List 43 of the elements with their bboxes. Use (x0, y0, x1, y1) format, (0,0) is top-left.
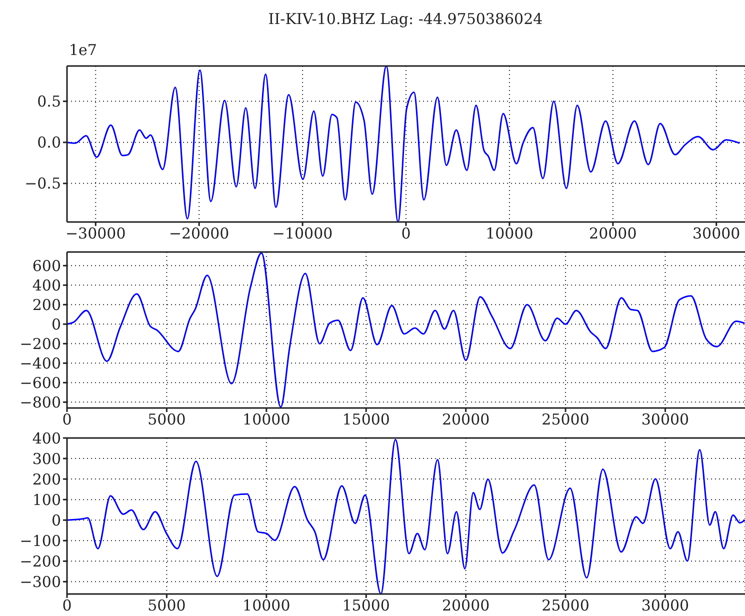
y-tick-label: 200 (32, 296, 61, 314)
y-tick-label: −600 (20, 374, 61, 392)
line-series (67, 252, 745, 408)
x-tick-label: 5000 (148, 596, 186, 615)
x-tick-label: −30000 (65, 224, 126, 243)
y-tick-label: 200 (32, 470, 61, 488)
y-tick-label: 0.0 (37, 134, 61, 152)
x-tick-label: 20000 (442, 596, 490, 615)
y-tick-label: 600 (32, 256, 61, 275)
y-tick-label: 300 (32, 450, 61, 468)
x-tick-label: 30000 (692, 224, 740, 243)
y-tick-label: −100 (20, 532, 61, 550)
x-tick-label: 25000 (542, 410, 590, 429)
chart-title: II-KIV-10.BHZ Lag: -44.9750386024 (267, 10, 544, 28)
x-tick-label: 20000 (589, 224, 637, 243)
y-tick-label: 400 (32, 276, 61, 294)
y-tick-label: 100 (32, 490, 61, 509)
y-tick-label: 0.5 (37, 92, 61, 111)
y-tick-label: −300 (20, 573, 61, 592)
x-tick-label: 15000 (342, 596, 390, 615)
x-tick-label: 15000 (342, 410, 390, 429)
y-tick-label: −400 (20, 354, 61, 372)
x-tick-label: 30000 (641, 596, 690, 615)
line-series (67, 438, 745, 594)
y-tick-label: 0 (51, 315, 61, 334)
x-tick-label: 5000 (148, 410, 186, 429)
y-tick-label: −200 (20, 334, 61, 353)
y-tick-label: −800 (20, 393, 61, 412)
x-tick-label: 0 (401, 224, 411, 243)
y-tick-label: 0 (51, 511, 61, 530)
x-tick-label: −10000 (272, 224, 333, 243)
y-tick-label: 400 (32, 429, 61, 448)
x-tick-label: 10000 (242, 596, 290, 615)
line-series (67, 66, 740, 222)
x-tick-label: 25000 (542, 596, 590, 615)
x-tick-label: 20000 (442, 410, 490, 429)
y-tick-label: −200 (20, 552, 61, 570)
x-tick-label: 10000 (486, 224, 534, 243)
x-tick-label: −20000 (168, 224, 230, 243)
text: 1e7 (69, 41, 97, 59)
x-tick-label: 30000 (641, 410, 690, 429)
y-tick-label: −0.5 (24, 174, 61, 193)
x-tick-label: 10000 (242, 410, 290, 429)
